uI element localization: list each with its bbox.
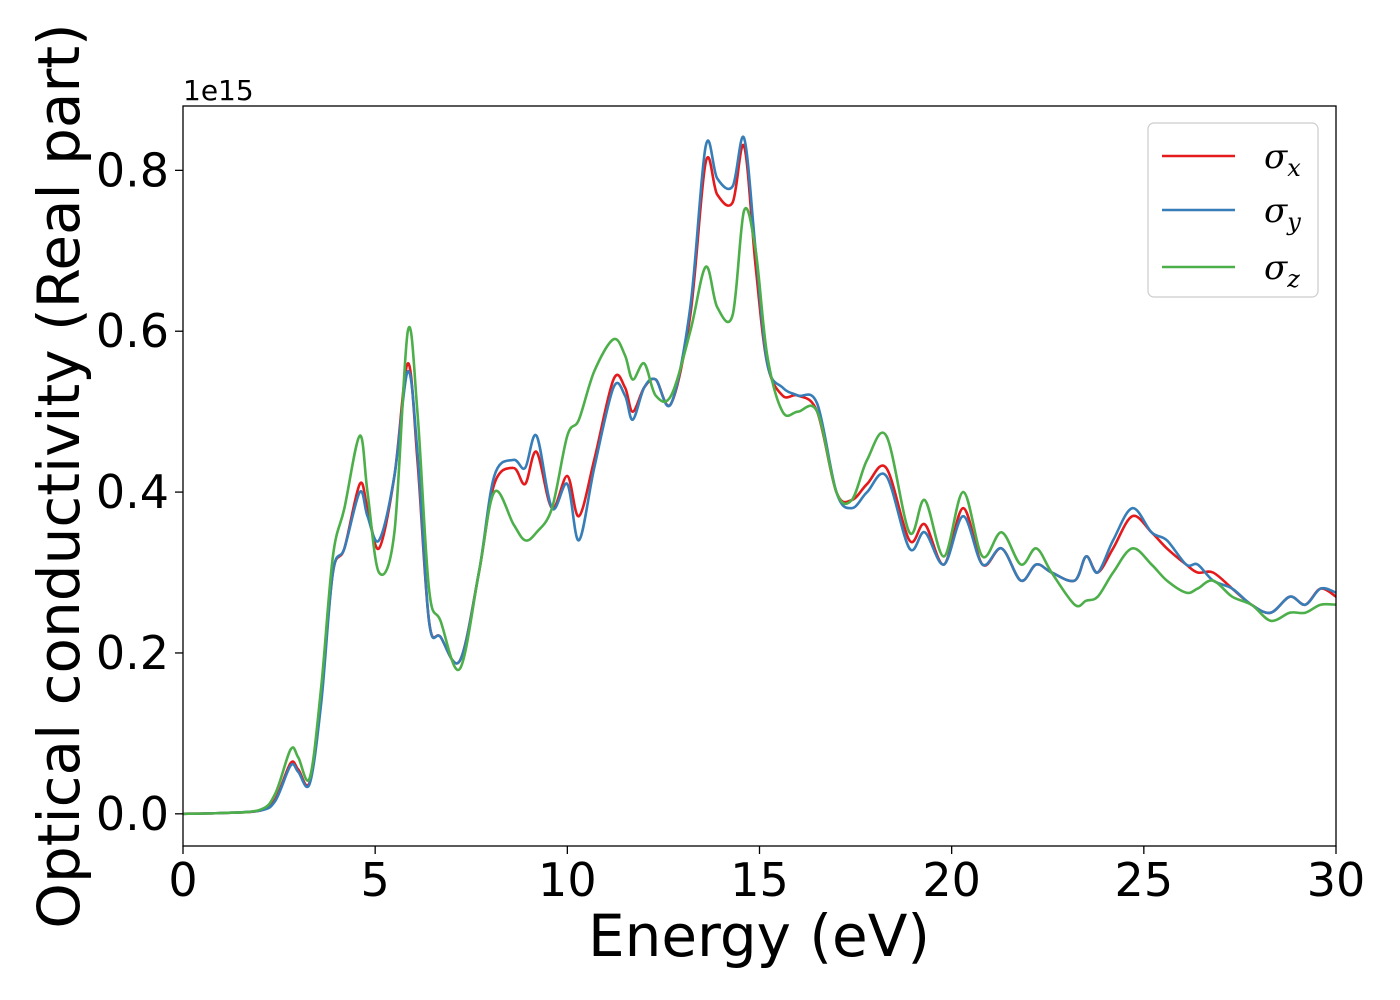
x-tick-label: 25 bbox=[1115, 853, 1174, 907]
x-axis-label: Energy (eV) bbox=[588, 902, 930, 970]
legend-symbol: σ bbox=[1264, 137, 1288, 177]
x-tick-label: 15 bbox=[730, 853, 789, 907]
legend-symbol: σ bbox=[1264, 248, 1288, 288]
series-line-y bbox=[182, 135, 1337, 816]
plot-lines bbox=[182, 135, 1337, 816]
legend-subscript: x bbox=[1287, 154, 1301, 182]
x-tick-label: 30 bbox=[1307, 853, 1366, 907]
y-axis-label: Optical conductivity (Real part) bbox=[25, 23, 93, 928]
x-tick-label: 10 bbox=[538, 853, 597, 907]
y-tick-label: 0.6 bbox=[96, 304, 169, 358]
series-line-x bbox=[182, 143, 1337, 816]
y-tick-label: 0.0 bbox=[96, 787, 169, 841]
x-tick-label: 20 bbox=[922, 853, 981, 907]
legend-subscript: y bbox=[1286, 208, 1301, 236]
y-tick-label: 0.2 bbox=[96, 626, 169, 680]
plot-frame bbox=[182, 105, 1337, 847]
axis-ticks: 0 5 10 15 20 25 30 0.0 0.2 0.4 0.6 0.8 bbox=[96, 143, 1365, 907]
legend-label: σz bbox=[1264, 248, 1300, 293]
x-tick-label: 5 bbox=[361, 853, 390, 907]
legend-label: σx bbox=[1264, 137, 1301, 182]
offset-label: 1e15 bbox=[183, 74, 254, 107]
series-line-z bbox=[182, 206, 1337, 816]
x-tick-label: 0 bbox=[168, 853, 197, 907]
legend-label: σy bbox=[1264, 191, 1301, 236]
y-tick-label: 0.8 bbox=[96, 143, 169, 197]
legend-subscript: z bbox=[1286, 265, 1300, 293]
legend-symbol: σ bbox=[1264, 191, 1288, 231]
y-tick-label: 0.4 bbox=[96, 465, 169, 519]
